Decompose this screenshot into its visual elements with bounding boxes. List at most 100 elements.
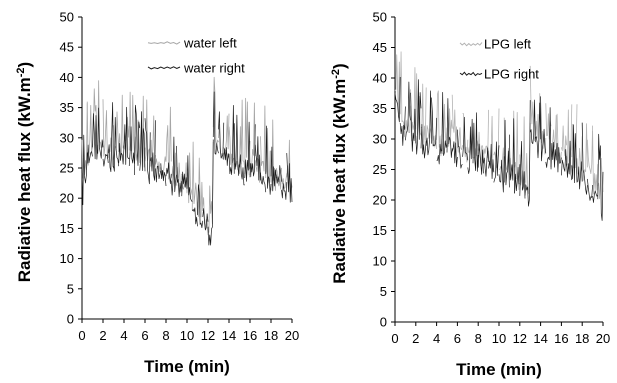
water-series-1-point <box>128 126 135 167</box>
water-y-tick-label: 20 <box>60 191 74 206</box>
water-series-1-point <box>144 118 151 185</box>
water-series-0-point <box>244 97 251 176</box>
water-series-1-point <box>249 124 256 178</box>
lpg-series-1-point <box>503 119 510 188</box>
lpg-series-1-point <box>555 142 562 173</box>
y-title-main: Radiative heat flux (kW.m <box>330 79 349 284</box>
water-series-1-point <box>260 172 267 193</box>
water-series-0-point <box>197 157 204 218</box>
lpg-x-tick-label: 10 <box>492 331 506 346</box>
lpg-y-tick-label: 15 <box>373 223 387 238</box>
lpg-series-1-point <box>592 190 599 203</box>
water-series-0-point <box>260 105 267 179</box>
water-series-0-point <box>191 141 198 215</box>
lpg-series-1-point <box>410 92 417 152</box>
water-series-1-point <box>170 136 177 196</box>
lpg-series-1-point <box>399 106 406 146</box>
lpg-series-0-point <box>509 110 515 180</box>
lpg-series-1-point <box>581 122 588 195</box>
lpg-series-1-point <box>394 76 401 123</box>
lpg-series-1-point <box>446 98 453 158</box>
lpg-series-0-point <box>587 125 593 175</box>
water-series-0-point <box>254 158 261 183</box>
lpg-x-axis-title: Time (min) <box>456 360 542 379</box>
lpg-x-tick-label: 4 <box>433 331 440 346</box>
water-series-1-point <box>239 154 245 186</box>
water-y-tick-label: 5 <box>67 281 74 296</box>
water-series-0-point <box>165 106 172 180</box>
water-series-1-point <box>186 155 193 202</box>
water-series-1-point <box>102 153 109 167</box>
lpg-series-1-point <box>519 141 526 199</box>
lpg-series-0-point <box>394 54 401 118</box>
water-legend-swatch-1 <box>147 66 181 70</box>
lpg-series-1-point <box>577 161 583 190</box>
water-x-tick-label: 14 <box>222 328 236 343</box>
water-series-1-point <box>218 111 225 159</box>
water-series-1-point <box>176 145 183 198</box>
lpg-series-1-point <box>493 141 500 183</box>
water-series-1-point <box>160 163 167 187</box>
water-y-tick-label: 25 <box>60 161 74 176</box>
lpg-series-0-point <box>451 94 458 149</box>
lpg-y-tick-label: 50 <box>373 10 387 25</box>
lpg-series-1-point <box>545 107 552 168</box>
lpg-y-tick-label: 10 <box>373 254 387 269</box>
water-x-tick-label: 2 <box>99 328 106 343</box>
lpg-series-1-point <box>415 79 422 155</box>
water-series-1-point <box>233 114 240 176</box>
water-series-1-point <box>228 104 235 175</box>
water-series-1-point <box>118 142 125 165</box>
lpg-series-0-point <box>420 83 427 150</box>
y-title-close: ) <box>330 63 349 69</box>
lpg-series-1-point <box>524 100 531 207</box>
water-series-1-point <box>286 153 293 203</box>
water-x-tick-label: 12 <box>201 328 215 343</box>
lpg-series-1-point <box>436 143 443 165</box>
lpg-series-0-point <box>457 127 463 153</box>
y-title-close: ) <box>15 62 34 68</box>
lpg-series-0-point <box>576 136 583 175</box>
water-series-1-point <box>181 171 188 197</box>
water-series-1-point <box>270 146 277 192</box>
lpg-x-tick-label: 0 <box>391 331 398 346</box>
water-series-0-point <box>212 76 219 146</box>
lpg-series-0-point <box>436 90 443 157</box>
water-series-0-point <box>170 152 177 185</box>
lpg-series-1-point <box>405 81 411 141</box>
water-series-1-point <box>97 107 104 159</box>
lpg-series-0-point <box>581 122 588 181</box>
lpg-series-1-point <box>550 141 557 170</box>
lpg-x-tick-label: 14 <box>533 331 547 346</box>
lpg-series-1-point <box>457 129 463 169</box>
lpg-series-0-point <box>410 67 417 142</box>
water-y-tick-label: 15 <box>60 221 74 236</box>
water-series-1-point <box>86 144 93 164</box>
lpg-series-1-point <box>540 96 547 162</box>
water-series-1-point <box>223 147 230 166</box>
lpg-y-axis-title: Radiative heat flux (kW.m-2) <box>330 63 349 283</box>
water-series-1-point <box>165 162 172 185</box>
water-series-1-point <box>212 91 219 155</box>
lpg-y-tick-label: 0 <box>380 315 387 330</box>
lpg-series-1-point <box>462 116 469 161</box>
lpg-legend-swatch-0 <box>459 42 483 47</box>
water-series-0-point <box>186 152 193 204</box>
water-series-0-point <box>270 119 277 191</box>
lpg-series-0-point <box>535 93 541 143</box>
water-series-0-point <box>176 162 183 193</box>
lpg-legend-label-1: LPG right <box>484 67 539 82</box>
water-series-0-point <box>181 162 188 194</box>
water-x-axis-title: Time (min) <box>144 357 230 376</box>
lpg-series-1 <box>394 76 604 221</box>
water-legend-label-1: water right <box>183 61 245 76</box>
lpg-x-tick-label: 12 <box>513 331 527 346</box>
water-x-tick-label: 10 <box>180 328 194 343</box>
lpg-series-0-point <box>483 109 489 164</box>
lpg-series-1-point <box>498 156 505 193</box>
lpg-series-1-point <box>597 133 604 221</box>
lpg-series-1-point <box>488 143 495 179</box>
lpg-series-0-point <box>446 108 453 148</box>
water-series-1-point <box>149 120 156 181</box>
